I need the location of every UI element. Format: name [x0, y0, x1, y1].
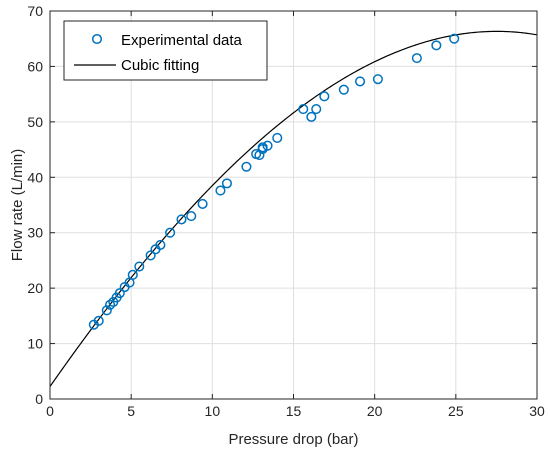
y-axis-label: Flow rate (L/min)	[9, 149, 26, 262]
data-point	[262, 140, 273, 151]
data-point	[197, 198, 208, 209]
legend-label-experimental: Experimental data	[121, 32, 243, 49]
y-tick-label: 20	[27, 280, 43, 296]
data-point	[221, 178, 232, 189]
data-point	[298, 104, 309, 115]
legend: Experimental data Cubic fitting	[63, 20, 268, 81]
data-point	[311, 104, 322, 115]
data-point	[338, 84, 349, 95]
x-tick-label: 5	[127, 403, 135, 419]
data-point	[101, 305, 112, 316]
x-axis-label: Pressure drop (bar)	[228, 431, 358, 448]
data-point	[257, 142, 268, 153]
scatter-series	[88, 33, 460, 330]
data-point	[372, 74, 383, 85]
x-tick-label: 25	[448, 403, 464, 419]
legend-marker-experimental	[91, 33, 103, 45]
y-tick-label: 30	[27, 225, 43, 241]
y-tick-label: 40	[27, 169, 43, 185]
data-point	[127, 269, 138, 280]
data-point	[449, 33, 460, 44]
x-tick-label: 15	[286, 403, 302, 419]
data-point	[145, 250, 156, 261]
y-tick-label: 10	[27, 336, 43, 352]
data-point	[355, 76, 366, 87]
data-point	[134, 261, 145, 272]
y-tick-label: 60	[27, 58, 43, 74]
y-tick-label: 70	[27, 3, 43, 19]
x-tick-label: 20	[367, 403, 383, 419]
ticks	[49, 10, 538, 400]
data-point	[93, 315, 104, 326]
data-point	[114, 288, 125, 299]
x-tick-label: 30	[529, 403, 545, 419]
data-point	[186, 211, 197, 222]
y-tick-label: 0	[35, 391, 43, 407]
data-point	[241, 161, 252, 172]
data-point	[431, 40, 442, 51]
x-tick-label: 10	[205, 403, 221, 419]
data-point	[215, 185, 226, 196]
data-point	[105, 299, 116, 310]
y-tick-label: 50	[27, 114, 43, 130]
data-point	[155, 239, 166, 250]
tick-labels: 0 5 10 15 20 25 30 0 10 20 30 40 50 60 70	[27, 3, 545, 419]
data-point	[272, 132, 283, 143]
x-tick-label: 0	[46, 403, 54, 419]
data-point	[411, 53, 422, 64]
legend-label-cubic: Cubic fitting	[121, 57, 199, 74]
data-point	[306, 111, 317, 122]
data-point	[165, 227, 176, 238]
data-point	[319, 91, 330, 102]
data-point	[176, 214, 187, 225]
legend-box	[63, 20, 268, 81]
